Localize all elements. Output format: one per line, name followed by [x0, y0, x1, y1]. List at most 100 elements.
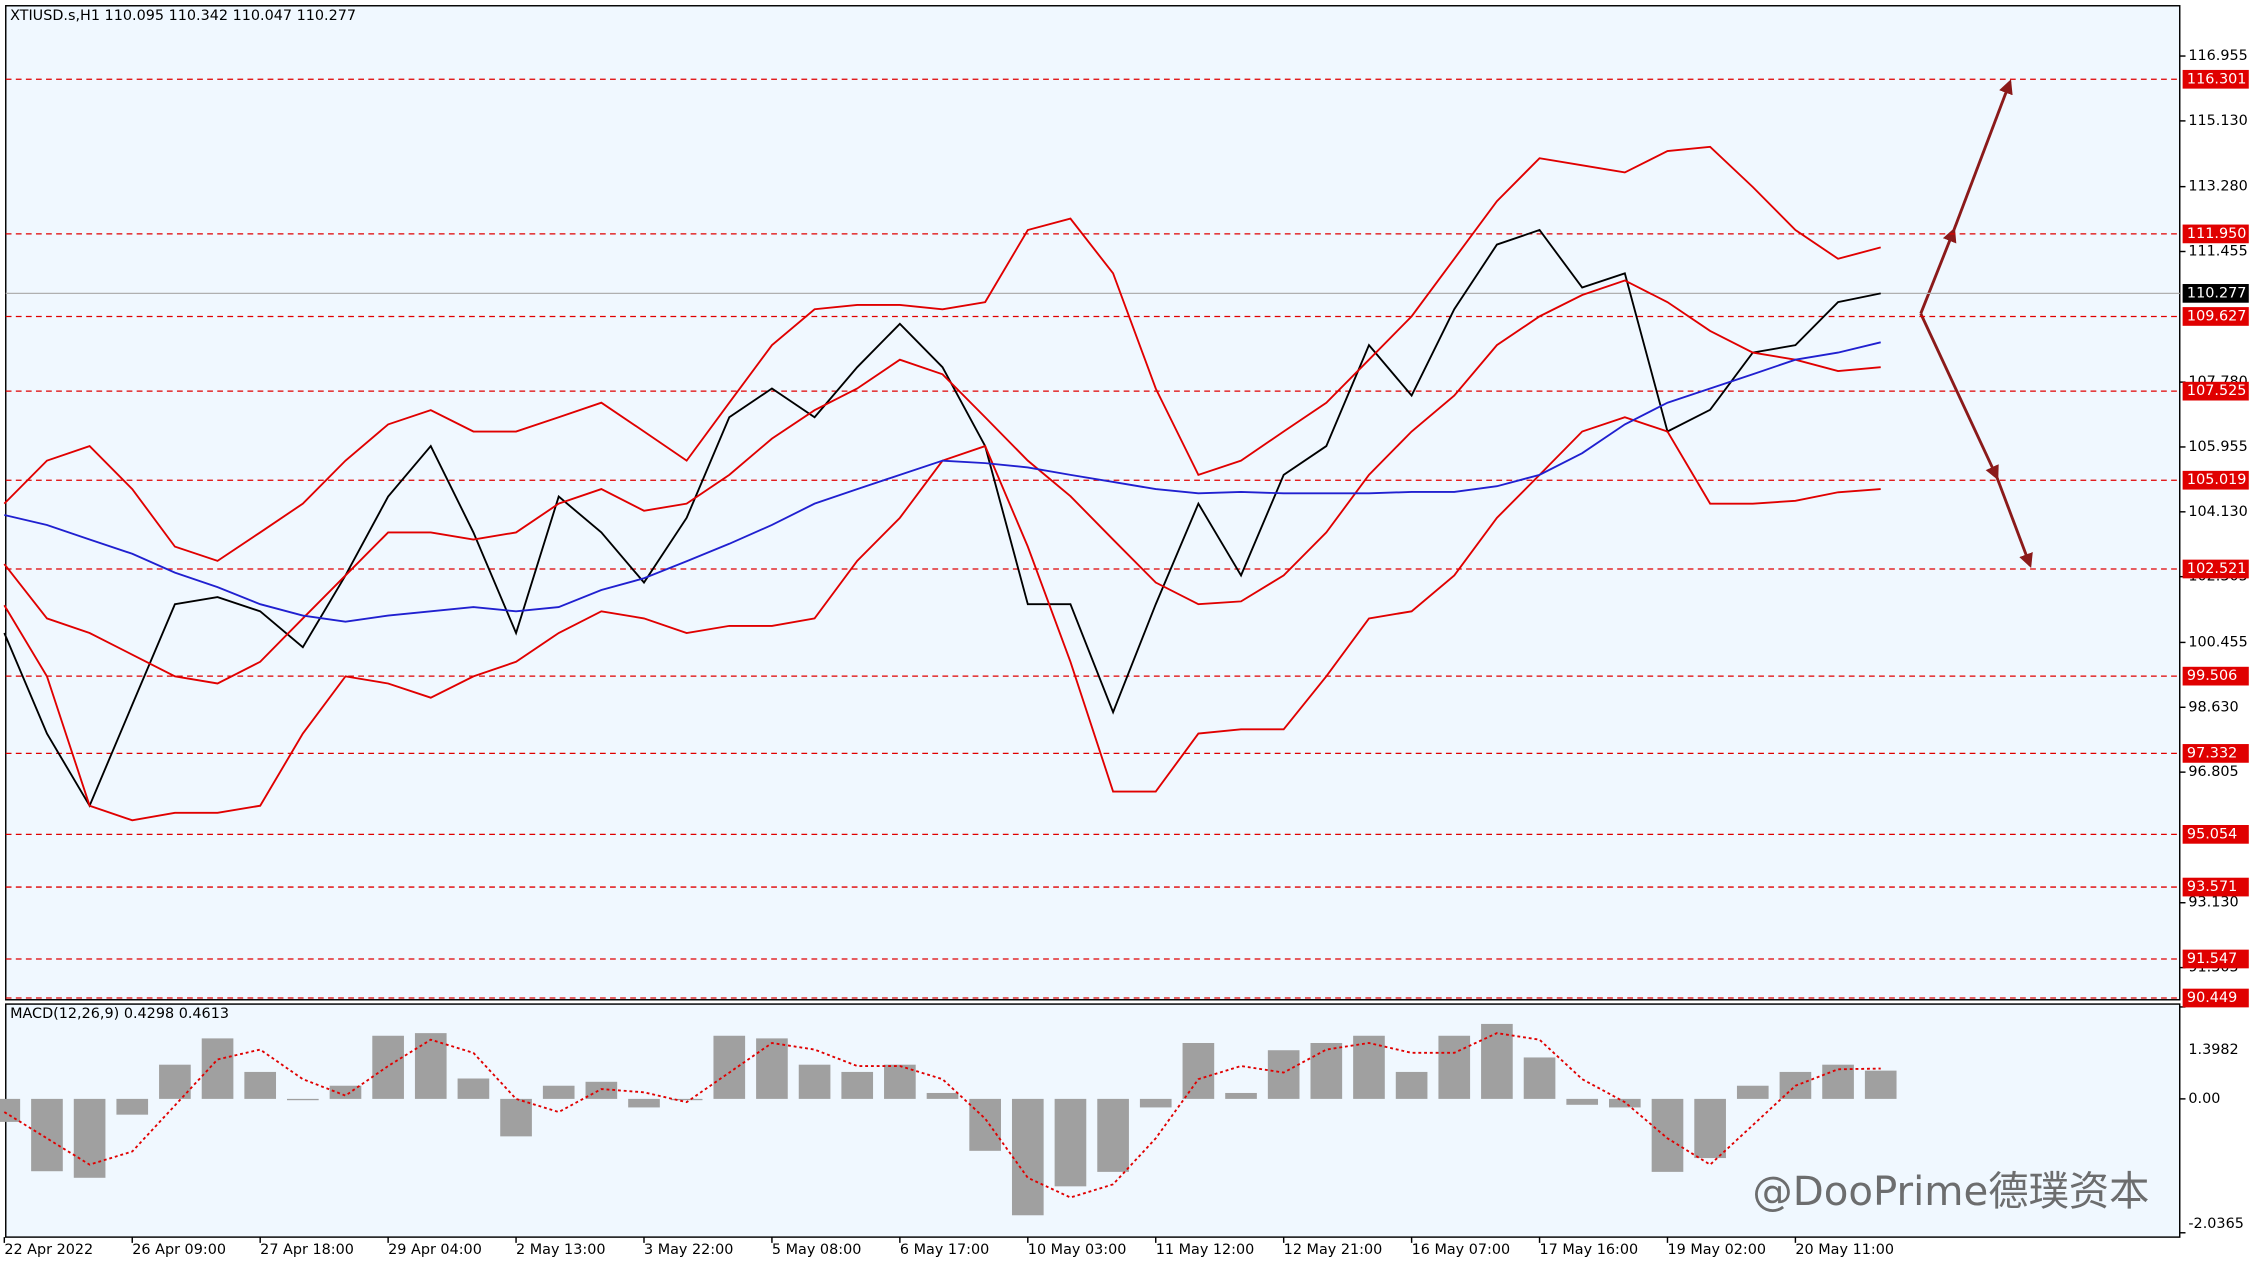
macd-bar	[116, 1098, 149, 1115]
macd-panel	[5, 1003, 2181, 1238]
macd-bar	[798, 1064, 831, 1099]
macd-bar	[1694, 1098, 1726, 1159]
macd-bar	[670, 1098, 703, 1101]
price-level-label: 95.054	[2187, 826, 2237, 842]
macd-bar	[372, 1035, 404, 1099]
x-tick-label: 10 May 03:00	[1028, 1242, 1127, 1258]
price-level-box	[2182, 307, 2249, 326]
macd-bar	[1267, 1050, 1300, 1099]
price-level-box	[2182, 381, 2249, 401]
y-tick-label: 98.630	[2188, 699, 2238, 715]
macd-bar	[1864, 1070, 1897, 1099]
macd-bar	[1097, 1098, 1129, 1172]
arrow-down-1	[1919, 312, 1999, 481]
macd-bar	[1310, 1042, 1343, 1099]
y-tick-label: 104.130	[2188, 504, 2247, 520]
y-tick-label: -2.0365	[2188, 1216, 2244, 1232]
x-tick-label: 27 Apr 18:00	[260, 1242, 354, 1258]
macd-bar	[414, 1033, 447, 1099]
price-level-label: 97.332	[2187, 745, 2237, 761]
macd-bar	[1438, 1035, 1471, 1099]
macd-bar	[1566, 1098, 1599, 1105]
macd-bar	[1523, 1057, 1556, 1099]
price-level-box	[2182, 224, 2249, 244]
y-tick-label: 93.130	[2188, 895, 2238, 911]
price-level-box	[2182, 470, 2249, 490]
x-tick-label: 29 Apr 04:00	[388, 1242, 482, 1258]
macd-bar	[159, 1064, 191, 1099]
price-level-label: 111.950	[2187, 226, 2246, 242]
x-tick-label: 6 May 17:00	[900, 1242, 989, 1258]
macd-bar	[628, 1098, 660, 1108]
x-tick-label: 11 May 12:00	[1156, 1242, 1255, 1258]
scenario-arrows	[1919, 79, 2033, 569]
x-tick-label: 3 May 22:00	[644, 1242, 733, 1258]
y-tick-label: 116.955	[2188, 48, 2247, 64]
y-tick-label: 105.955	[2188, 439, 2247, 455]
current-price-label: 110.277	[2187, 285, 2246, 301]
price-level-label: 91.547	[2187, 951, 2237, 967]
y-tick-label: 113.280	[2188, 179, 2247, 195]
macd-bar	[542, 1085, 575, 1099]
price-level-label: 93.571	[2187, 879, 2237, 895]
watermark: @DooPrime德璞资本	[1752, 1169, 2149, 1215]
macd-bar	[1011, 1098, 1044, 1216]
y-tick-label: 0.00	[2188, 1091, 2220, 1107]
macd-bar	[841, 1071, 874, 1099]
x-tick-label: 17 May 16:00	[1540, 1242, 1639, 1258]
x-tick-label: 16 May 07:00	[1412, 1242, 1511, 1258]
price-level-label: 99.506	[2187, 668, 2237, 684]
price-level-label: 90.449	[2187, 990, 2237, 1006]
main-panel	[5, 5, 2181, 1001]
macd-bar	[1395, 1071, 1428, 1099]
y-tick-label: 111.455	[2188, 244, 2247, 260]
macd-bar	[926, 1092, 959, 1099]
price-level-label: 107.525	[2187, 383, 2246, 399]
macd-bar	[457, 1078, 490, 1099]
y-tick-label: 115.130	[2188, 113, 2247, 129]
price-level-label: 105.019	[2187, 472, 2246, 488]
macd-bar	[1139, 1098, 1172, 1108]
signal-line	[3, 1032, 1881, 1199]
macd-bar	[1822, 1064, 1854, 1099]
x-tick-label: 12 May 21:00	[1284, 1242, 1383, 1258]
macd-bar	[1609, 1098, 1641, 1108]
macd-bar	[1481, 1023, 1513, 1099]
price-level-box	[2182, 877, 2249, 897]
x-tick-label: 26 Apr 09:00	[132, 1242, 226, 1258]
x-tick-label: 20 May 11:00	[1795, 1242, 1894, 1258]
price-line	[3, 228, 1881, 808]
price-level-box	[2182, 69, 2249, 89]
macd-bar	[73, 1098, 106, 1178]
macd-bar	[1225, 1092, 1257, 1099]
macd-bar	[287, 1098, 319, 1101]
macd-bar	[500, 1098, 532, 1137]
macd-bar	[201, 1038, 234, 1099]
macd-bar	[1182, 1042, 1215, 1099]
macd-bar	[1054, 1098, 1087, 1187]
macd-bar	[329, 1085, 362, 1099]
price-level-box	[2182, 949, 2249, 969]
macd-bar	[713, 1035, 746, 1099]
y-tick-label: 96.805	[2188, 764, 2238, 780]
arrow-up-1	[1919, 227, 1957, 315]
price-line	[4, 341, 1881, 623]
x-tick-label: 22 Apr 2022	[4, 1242, 93, 1258]
macd-bar	[1651, 1098, 1684, 1172]
price-line	[3, 279, 1881, 685]
y-tick-label: 100.455	[2188, 634, 2247, 650]
macd-bar	[0, 1098, 21, 1122]
macd-bar	[31, 1098, 63, 1172]
macd-title: MACD(12,26,9) 0.4298 0.4613	[10, 1006, 229, 1022]
macd-bar	[969, 1098, 1001, 1151]
macd-bar	[1736, 1085, 1769, 1099]
price-level-label: 109.627	[2187, 308, 2246, 324]
macd-bar	[756, 1038, 788, 1099]
price-level-box	[2182, 666, 2249, 686]
x-tick-label: 5 May 08:00	[772, 1242, 861, 1258]
arrow-down-2	[1995, 477, 2033, 569]
price-level-box	[2182, 559, 2249, 579]
price-level-label: 116.301	[2187, 71, 2246, 87]
y-tick-label: 1.3982	[2188, 1042, 2238, 1058]
